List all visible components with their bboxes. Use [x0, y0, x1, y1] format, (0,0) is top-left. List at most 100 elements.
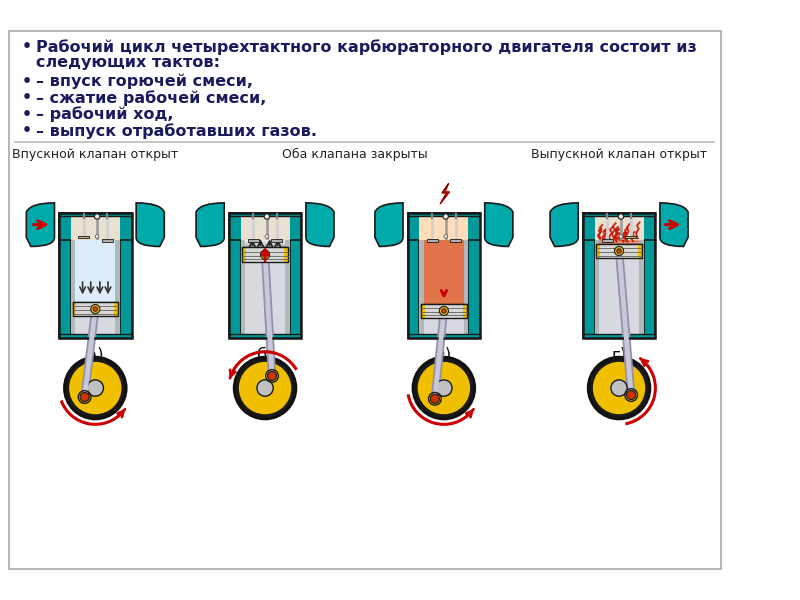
- Text: Оба клапана закрыты: Оба клапана закрыты: [282, 148, 427, 161]
- Circle shape: [617, 249, 622, 253]
- Bar: [425, 304, 463, 318]
- Bar: [71, 240, 75, 338]
- Bar: [450, 239, 461, 242]
- Bar: [284, 247, 288, 262]
- Bar: [229, 213, 302, 338]
- PathPatch shape: [136, 203, 164, 247]
- Bar: [596, 244, 642, 248]
- Text: следующих тактов:: следующих тактов:: [36, 55, 220, 70]
- Text: в): в): [436, 347, 452, 365]
- Bar: [596, 244, 642, 258]
- Circle shape: [90, 305, 100, 314]
- PathPatch shape: [485, 203, 513, 247]
- Bar: [242, 247, 288, 262]
- Text: г): г): [611, 347, 626, 365]
- PathPatch shape: [660, 203, 688, 247]
- Bar: [594, 258, 643, 338]
- Bar: [407, 213, 480, 217]
- Circle shape: [262, 253, 267, 257]
- Bar: [285, 240, 290, 338]
- Circle shape: [95, 235, 99, 238]
- Circle shape: [68, 361, 122, 415]
- Bar: [76, 302, 114, 316]
- Circle shape: [436, 380, 452, 396]
- Circle shape: [94, 214, 100, 219]
- Bar: [468, 213, 480, 338]
- Bar: [271, 239, 282, 242]
- Bar: [241, 245, 290, 246]
- Bar: [241, 240, 290, 338]
- Text: •: •: [22, 40, 32, 55]
- Bar: [229, 213, 302, 240]
- Circle shape: [80, 392, 89, 401]
- Bar: [426, 239, 438, 242]
- Bar: [59, 213, 132, 240]
- Text: Выпускной клапан открыт: Выпускной клапан открыт: [531, 148, 707, 161]
- Bar: [594, 240, 643, 244]
- Circle shape: [442, 308, 446, 313]
- Polygon shape: [440, 184, 450, 204]
- PathPatch shape: [26, 203, 54, 247]
- Bar: [463, 304, 466, 318]
- Bar: [114, 302, 118, 316]
- Circle shape: [430, 394, 439, 403]
- Circle shape: [264, 214, 270, 219]
- Bar: [419, 217, 468, 240]
- Bar: [407, 334, 480, 338]
- Bar: [71, 240, 120, 338]
- Bar: [242, 247, 288, 252]
- PathPatch shape: [306, 203, 334, 247]
- Text: •: •: [22, 107, 32, 122]
- Bar: [241, 240, 245, 338]
- Circle shape: [93, 307, 98, 311]
- Bar: [78, 236, 89, 238]
- Bar: [59, 213, 132, 217]
- Bar: [638, 244, 642, 258]
- Text: а): а): [87, 347, 104, 365]
- PathPatch shape: [550, 203, 578, 247]
- Text: Рабочий цикл четырехтактного карбюраторного двигателя состоит из: Рабочий цикл четырехтактного карбюраторн…: [36, 40, 697, 55]
- Bar: [464, 240, 468, 338]
- Circle shape: [413, 357, 474, 419]
- Text: – рабочий ход,: – рабочий ход,: [36, 107, 174, 122]
- Text: Впускной клапан открыт: Впускной клапан открыт: [12, 148, 178, 161]
- Circle shape: [234, 357, 296, 419]
- Circle shape: [611, 380, 627, 396]
- Bar: [421, 304, 466, 308]
- Bar: [241, 242, 290, 243]
- Bar: [290, 213, 302, 338]
- Circle shape: [619, 235, 622, 238]
- Bar: [241, 246, 290, 247]
- Circle shape: [238, 361, 292, 415]
- Bar: [241, 240, 290, 241]
- Text: •: •: [22, 91, 32, 106]
- Circle shape: [439, 307, 449, 316]
- Bar: [102, 239, 113, 242]
- Bar: [582, 213, 655, 240]
- Bar: [248, 239, 258, 242]
- Bar: [582, 213, 655, 338]
- Bar: [71, 217, 120, 240]
- Bar: [59, 334, 132, 338]
- Circle shape: [87, 380, 103, 396]
- Bar: [594, 217, 643, 240]
- Circle shape: [592, 361, 646, 415]
- Bar: [241, 240, 290, 247]
- PathPatch shape: [375, 203, 403, 247]
- Bar: [407, 213, 480, 240]
- Bar: [71, 316, 120, 338]
- Circle shape: [265, 235, 269, 238]
- Circle shape: [444, 235, 447, 238]
- Bar: [419, 240, 468, 338]
- Circle shape: [261, 250, 270, 259]
- Bar: [59, 213, 132, 338]
- Text: б): б): [257, 347, 274, 365]
- Bar: [246, 247, 284, 262]
- Bar: [596, 244, 600, 258]
- Bar: [59, 213, 71, 338]
- Bar: [419, 318, 468, 338]
- Bar: [73, 302, 118, 316]
- Circle shape: [267, 371, 277, 380]
- Bar: [421, 304, 425, 318]
- Circle shape: [65, 357, 126, 419]
